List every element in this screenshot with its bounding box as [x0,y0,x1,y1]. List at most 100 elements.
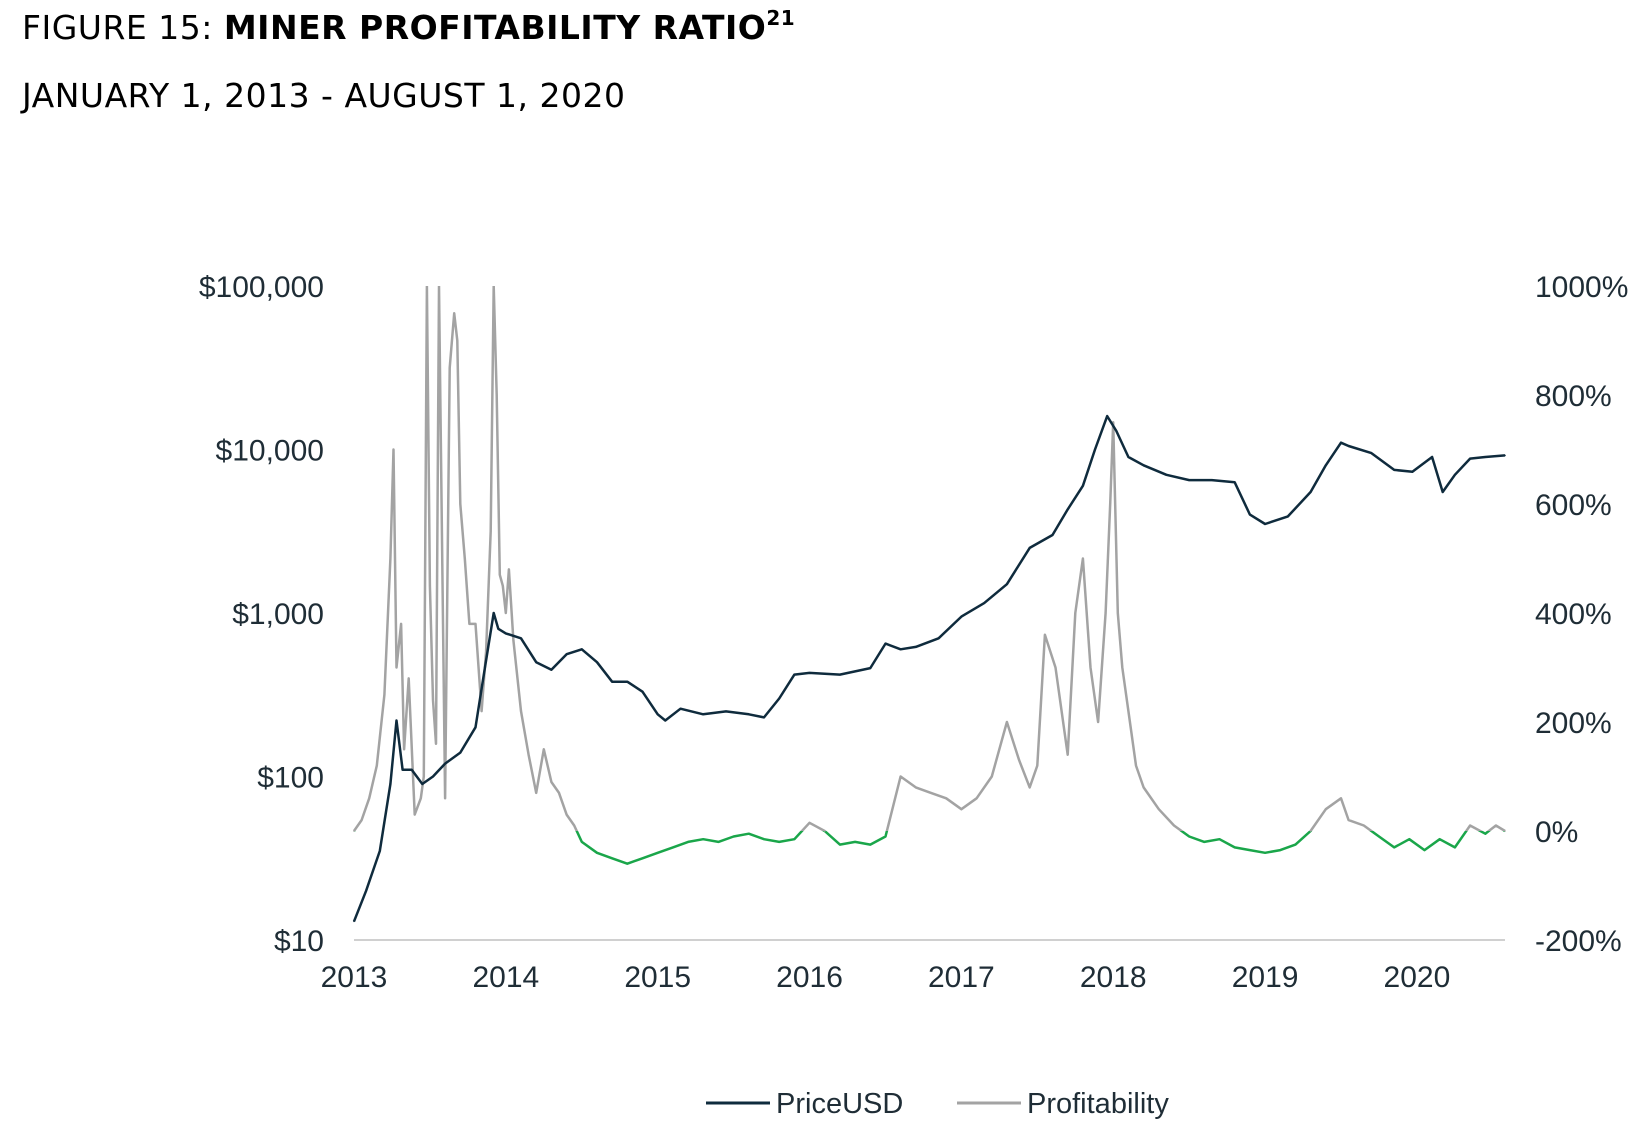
y-right-tick-label: 800% [1535,380,1612,413]
priceusd-point [1441,491,1444,493]
profitability-point [748,832,750,835]
profitability-point [1484,832,1487,835]
priceusd-point [410,768,413,771]
profitability-point [626,862,629,865]
profitability-point [565,813,568,816]
profitability-point [1109,503,1111,505]
profitability-point [656,852,659,854]
profitability-point [732,835,735,838]
profitability-point [392,448,395,451]
profitability-point [1249,849,1251,851]
profitability-point [468,623,471,625]
profitability-point [1074,612,1077,614]
priceusd-point [520,637,522,640]
profitability-point [1309,830,1312,832]
profitability-point [611,857,613,860]
profitability-point [808,822,811,824]
x-tick-label: 2018 [1080,961,1147,994]
y-right-tick-label: 1000% [1535,271,1628,304]
profitability-point [778,841,780,843]
priceusd-point [1264,523,1266,525]
profitability-point [1347,819,1350,821]
profitability-point [1378,835,1380,838]
profitability-point [1127,710,1130,712]
priceusd-point [580,648,583,651]
priceusd-point [1188,479,1190,481]
profitability-point [573,824,575,827]
priceusd-point [725,710,727,713]
y-left-tick-label: $100,000 [199,271,324,304]
profitability-point [1469,824,1471,827]
priceusd-point [596,661,598,664]
priceusd-point [983,602,985,604]
priceusd-point [641,690,644,693]
priceusd-point [389,783,392,785]
profitability-point [1408,838,1411,840]
legend-label-profitability: Profitability [1027,1088,1169,1120]
priceusd-point [1006,583,1008,586]
profitability-point [717,841,720,843]
profitability-point [990,775,993,778]
profitability-point [550,781,553,783]
profitability-point [1082,557,1084,560]
profitability-point [839,843,841,846]
y-left-tick-label: $100 [257,762,324,795]
priceusd-point [899,648,902,651]
profitability-point [489,530,492,533]
profitability-point [1104,612,1107,614]
priceusd-point [611,680,613,683]
profitability-point [459,503,462,505]
profitability-point [413,813,416,816]
priceusd-point [1127,456,1130,458]
legend-label-priceusd: PriceUSD [776,1088,903,1120]
priceusd-point [915,646,917,648]
profitability-point [1066,753,1069,756]
legend: PriceUSD Profitability [706,1088,1169,1120]
priceusd-point [884,642,887,645]
profitability-point [1393,846,1395,849]
profitability-point [495,394,498,396]
priceusd-point [702,713,705,716]
profitability-point [1218,838,1221,840]
profitability-point [512,639,515,642]
profitability-point [945,797,948,800]
priceusd-point [937,637,940,640]
priceusd-point [1469,457,1471,460]
profitability-point [899,775,902,778]
profitability-point [464,557,466,560]
y-right-tick-label: -200% [1535,925,1622,958]
priceusd-point [474,726,477,729]
x-tick-label: 2020 [1384,961,1451,994]
priceusd-point [1309,491,1312,493]
x-tick-label: 2019 [1232,961,1299,994]
profitability-point [502,584,504,587]
priceusd-point [960,615,963,618]
profitability-point [438,286,440,287]
priceusd-point [1106,415,1108,417]
x-tick-label: 2015 [624,961,691,994]
profitability-point [930,792,932,794]
priceusd-point [1504,454,1506,457]
priceusd-point [1082,484,1084,487]
priceusd-point [1484,456,1487,458]
priceusd-point [1347,445,1350,447]
figure-name: MINER PROFITABILITY RATIO [223,8,767,47]
profitability-point [1233,846,1236,849]
y-left-tick-label: $1,000 [232,598,324,631]
priceusd-point [1411,471,1414,473]
profitability-point [869,843,872,846]
y-left-tick-label: $10 [274,925,324,958]
priceusd-point [1028,547,1031,549]
priceusd-point [763,716,765,719]
profitability-point [1279,849,1282,851]
profitability-point [432,699,434,701]
profitability-point [672,846,674,849]
priceusd-point [459,751,462,754]
profitability-point [1036,764,1039,767]
priceusd-point [1115,430,1118,432]
priceusd-point [1431,456,1433,458]
profitability-point [535,792,538,794]
profitability-point [435,743,437,745]
profitability-point [1112,421,1115,424]
profitability-point [960,808,963,810]
